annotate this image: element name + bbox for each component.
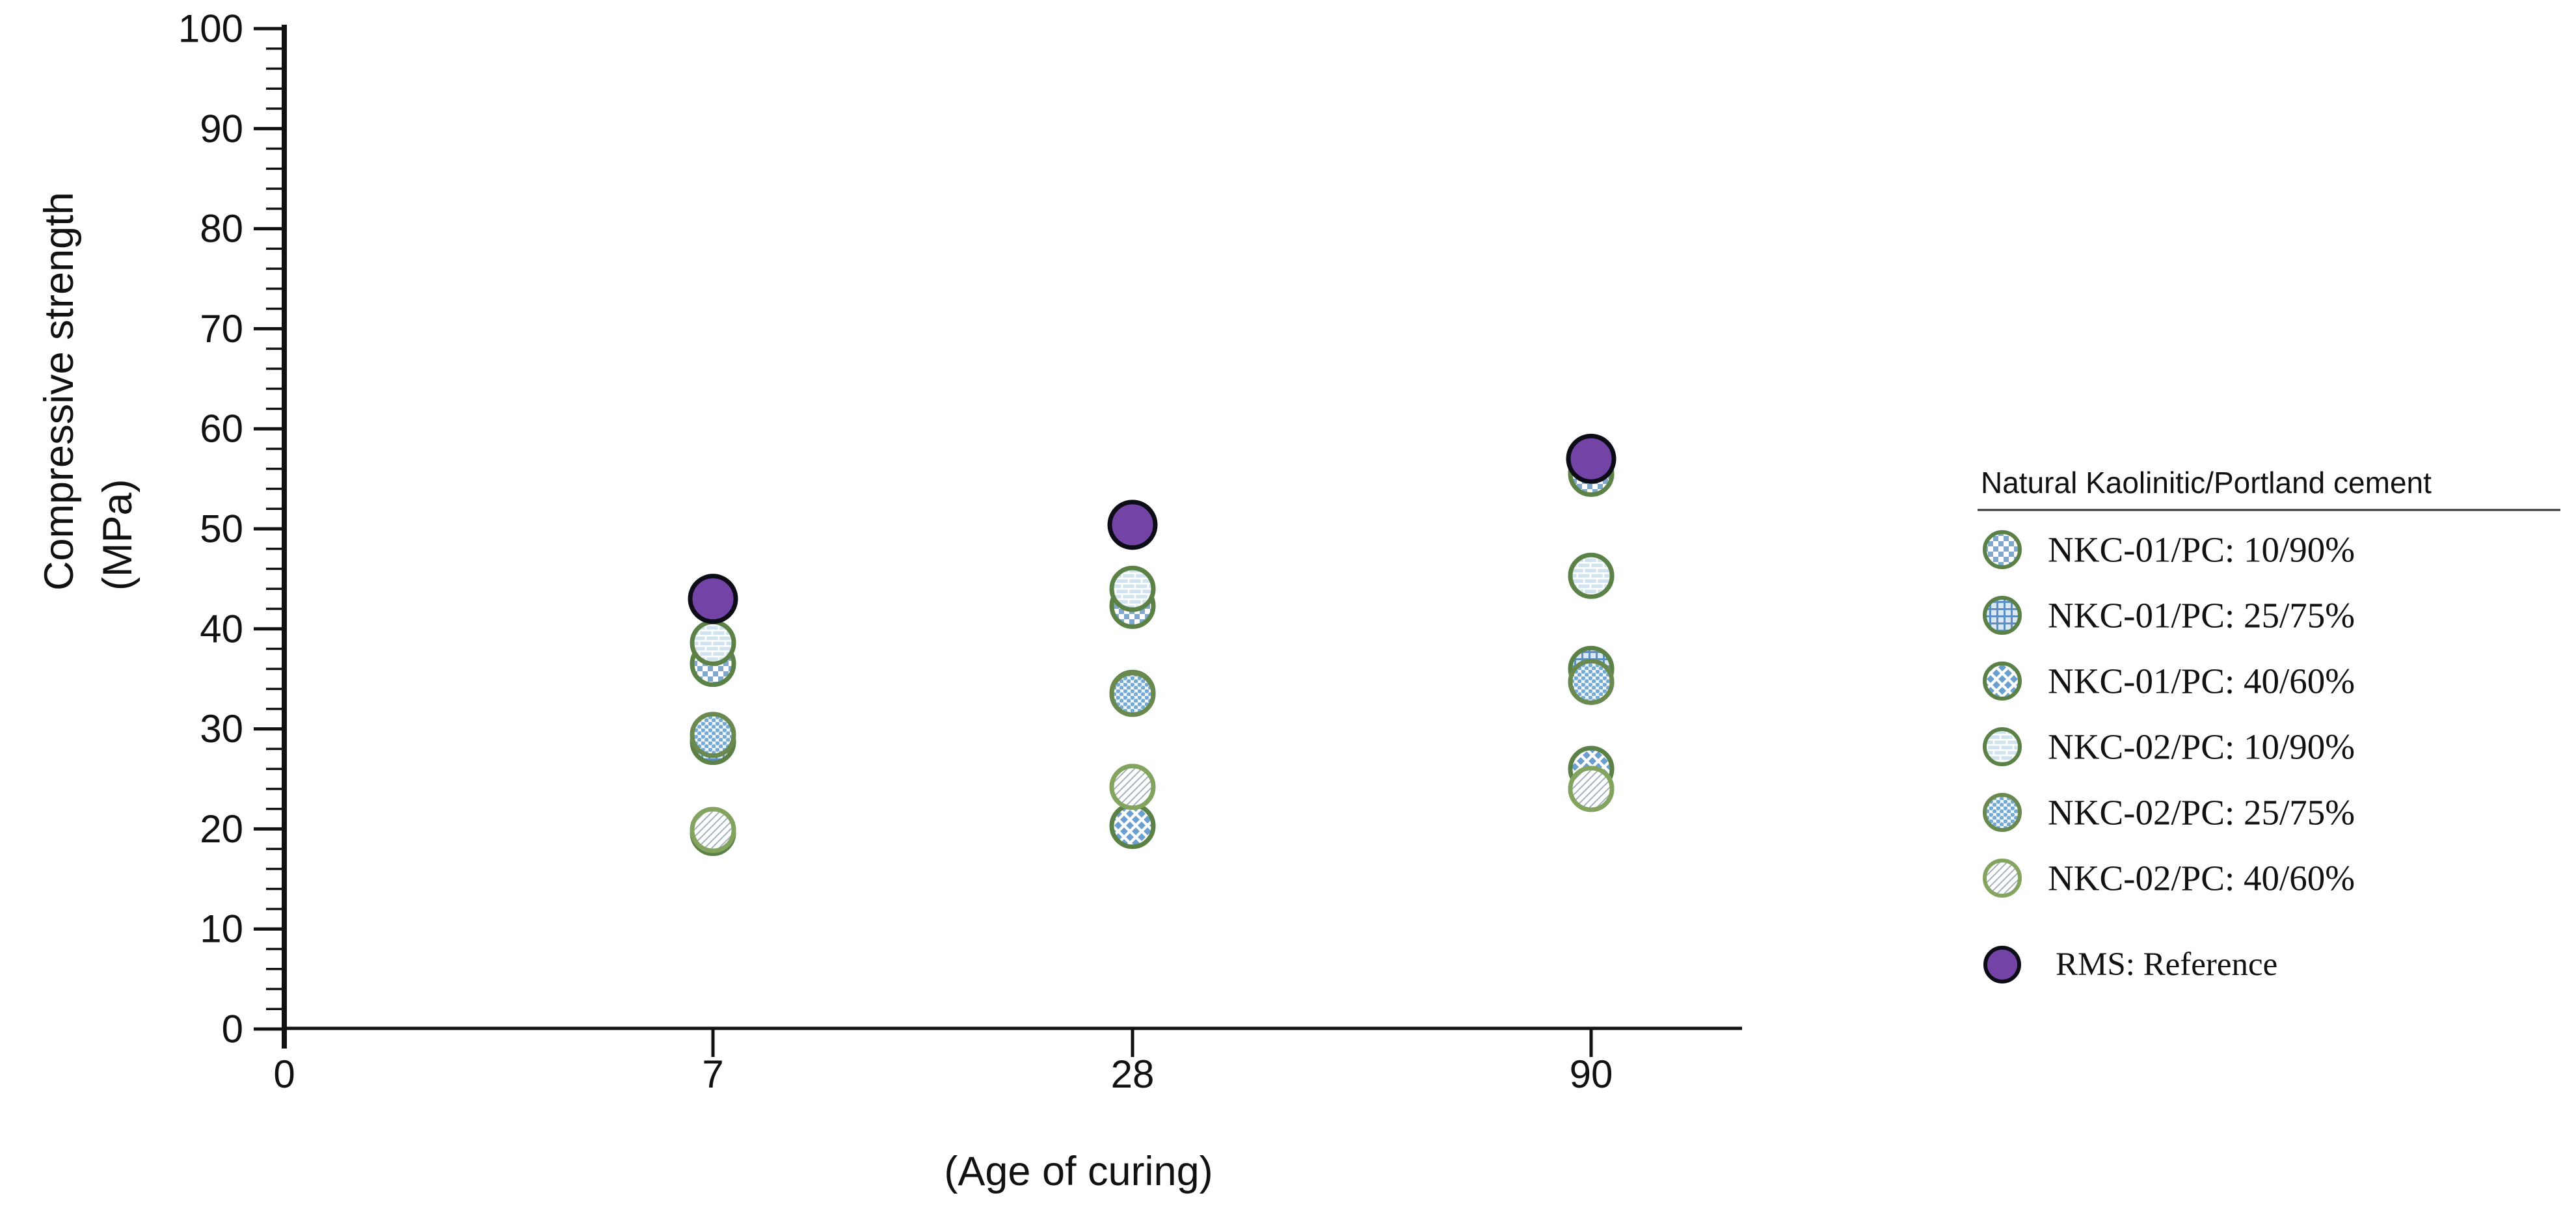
y-tick-label: 20 <box>200 807 243 851</box>
legend-marker-dots <box>1983 793 2022 832</box>
legend-reference-label: RMS: Reference <box>2056 946 2277 983</box>
y-tick-label: 30 <box>200 707 243 751</box>
x-tick-label: 90 <box>1570 1052 1613 1096</box>
data-point-dots-7d <box>690 712 736 758</box>
data-point-diagonal-90d <box>1568 766 1615 812</box>
legend-item-label: NKC-02/PC: 25/75% <box>2048 793 2355 833</box>
data-point-diamond-28d <box>1109 803 1156 849</box>
legend-marker-grid <box>1983 596 2022 635</box>
y-tick-label: 10 <box>200 907 243 951</box>
legend-item-label: NKC-02/PC: 10/90% <box>2048 727 2355 767</box>
x-tick-label: 7 <box>702 1052 723 1096</box>
legend-item-label: NKC-01/PC: 10/90% <box>2048 530 2355 570</box>
data-point-brick-7d <box>690 619 736 666</box>
legend-marker-check <box>1983 530 2022 569</box>
x-tick-label: 0 <box>273 1052 295 1096</box>
data-point-solid-90d <box>1566 433 1617 484</box>
legend-items: NKC-01/PC: 10/90% NKC-01/PC: 25/75% NKC-01… <box>1983 530 2355 983</box>
y-axis-ticks: 0 10 20 30 40 50 60 70 80 90 100 <box>178 7 284 1051</box>
legend-marker-reference <box>1983 946 2021 983</box>
y-tick-label: 0 <box>222 1008 243 1051</box>
y-tick-label: 100 <box>178 7 243 51</box>
data-point-diagonal-28d <box>1109 764 1156 810</box>
y-tick-label: 40 <box>200 607 243 650</box>
data-point-brick-28d <box>1109 565 1156 612</box>
data-point-solid-28d <box>1107 500 1158 550</box>
data-point-brick-90d <box>1568 552 1615 599</box>
y-axis-title-line2: (MPa) <box>95 479 141 591</box>
x-axis-title: (Age of curing) <box>944 1149 1213 1194</box>
y-tick-label: 70 <box>200 307 243 351</box>
legend-marker-diagonal <box>1983 859 2022 898</box>
data-point-dots-28d <box>1109 671 1156 717</box>
legend-marker-brick <box>1983 727 2022 766</box>
y-tick-label: 60 <box>200 407 243 451</box>
data-point-solid-7d <box>688 574 738 624</box>
y-tick-label: 50 <box>200 507 243 551</box>
legend-item-label: NKC-01/PC: 25/75% <box>2048 596 2355 635</box>
y-axis-title-line1: Compressive strength <box>36 192 82 591</box>
x-axis-ticks: 0 7 28 90 <box>273 1028 1613 1096</box>
y-tick-label: 90 <box>200 107 243 150</box>
x-tick-label: 28 <box>1111 1052 1155 1096</box>
data-point-dots-90d <box>1568 658 1615 705</box>
data-points <box>688 433 1617 857</box>
legend-marker-diamond <box>1983 662 2022 701</box>
legend-item-label: NKC-02/PC: 40/60% <box>2048 859 2355 898</box>
legend-item-label: NKC-01/PC: 40/60% <box>2048 662 2355 701</box>
y-tick-label: 80 <box>200 207 243 250</box>
legend-title: Natural Kaolinitic/Portland cement <box>1981 466 2432 500</box>
data-point-diagonal-7d <box>690 807 736 853</box>
